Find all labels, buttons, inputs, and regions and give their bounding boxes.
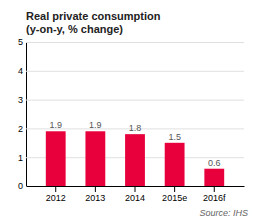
x-tick-label: 2014 — [125, 193, 145, 203]
tick-mark — [135, 186, 136, 192]
title: Real private consumption(y-on-y, % chang… — [26, 10, 161, 35]
data-labels: 1.9 1.9 1.8 1.5 0.6 — [49, 120, 220, 167]
y-tick: 4 — [18, 66, 244, 76]
chart: Real private consumption(y-on-y, % chang… — [0, 0, 254, 220]
y-tick-label: 2 — [18, 124, 23, 134]
x-tick-label: 2013 — [85, 193, 105, 203]
x-tick: 2013 — [85, 186, 105, 203]
bar — [85, 131, 105, 186]
bar — [125, 134, 145, 186]
tick-mark — [95, 186, 96, 192]
x-tick-label: 2015e — [162, 193, 187, 203]
y-tick-label: 5 — [18, 37, 23, 47]
bar — [204, 169, 224, 186]
grid-line — [26, 100, 244, 101]
y-tick: 3 — [18, 95, 244, 105]
bars — [46, 131, 224, 186]
data-label: 1.9 — [49, 120, 62, 130]
y-tick-label: 0 — [18, 181, 23, 191]
data-label: 1.5 — [168, 132, 181, 142]
grid-line — [26, 42, 244, 43]
y-tick-label: 1 — [18, 153, 23, 163]
x-tick-label: 2012 — [46, 193, 66, 203]
tick-mark — [174, 186, 175, 192]
y-axis-line — [27, 43, 245, 187]
bar — [46, 131, 66, 186]
x-tick-label: 2016f — [203, 193, 226, 203]
bar — [165, 143, 185, 186]
y-tick-label: 4 — [18, 66, 23, 76]
data-label: 0.6 — [208, 158, 221, 168]
x-tick: 2014 — [125, 186, 145, 203]
x-tick: 2015e — [162, 186, 187, 203]
tick-mark — [55, 186, 56, 192]
y-tick-label: 3 — [18, 95, 23, 105]
y-axis: 0 1 2 3 4 5 — [18, 37, 244, 191]
x-tick: 2012 — [46, 186, 66, 203]
source: Source: IHS — [199, 208, 248, 218]
data-label: 1.8 — [129, 123, 142, 133]
x-tick: 2016f — [203, 186, 226, 203]
tick-mark — [214, 186, 215, 192]
grid-line — [26, 71, 244, 72]
x-axis: 2012 2013 2014 2015e 2016f — [27, 186, 245, 203]
title-line: Real private consumption — [26, 10, 161, 22]
plot: 0 1 2 3 4 5 2012 2013 2014 2015e 2016f 1.9 1.9 1.8 1.5… — [18, 37, 245, 203]
title-line: (y-on-y, % change) — [26, 23, 123, 35]
y-tick: 5 — [18, 37, 244, 47]
data-label: 1.9 — [89, 120, 102, 130]
